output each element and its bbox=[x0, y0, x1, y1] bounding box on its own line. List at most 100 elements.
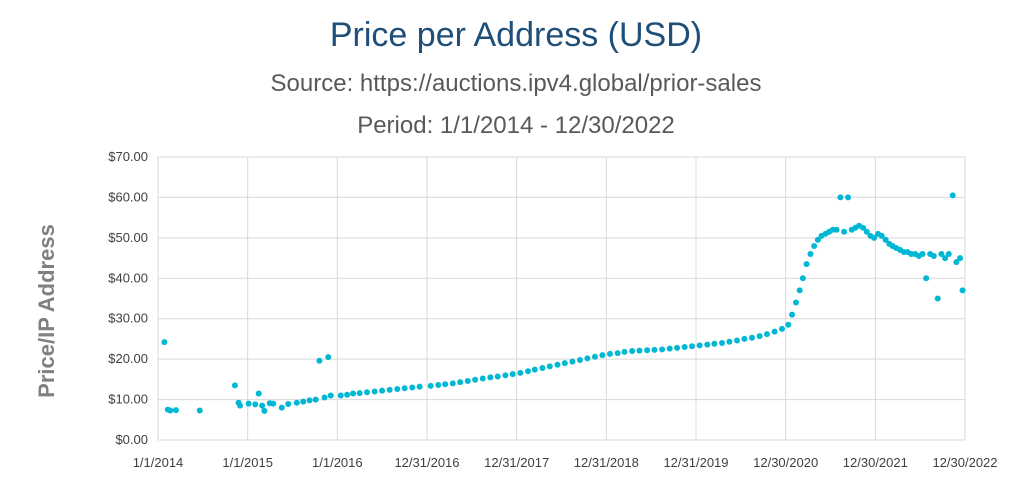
data-point bbox=[337, 392, 344, 399]
data-point bbox=[860, 224, 867, 231]
data-point bbox=[517, 369, 524, 376]
x-tick-label: 12/31/2018 bbox=[574, 455, 639, 470]
data-point bbox=[427, 382, 434, 389]
data-point bbox=[442, 381, 449, 388]
data-point bbox=[457, 379, 464, 386]
data-point bbox=[938, 251, 945, 258]
data-point bbox=[306, 397, 313, 404]
data-point bbox=[255, 390, 262, 397]
data-point bbox=[312, 396, 319, 403]
data-point bbox=[942, 255, 949, 262]
data-point bbox=[811, 242, 818, 249]
y-tick-label: $50.00 bbox=[108, 230, 148, 245]
y-axis-ticks: $0.00 $10.00 $20.00 $30.00 $40.00 $50.00 $60.0… bbox=[108, 149, 148, 447]
data-point bbox=[789, 311, 796, 318]
data-point bbox=[172, 407, 179, 414]
x-tick-label: 1/1/2015 bbox=[222, 455, 273, 470]
data-point bbox=[863, 228, 870, 235]
data-point bbox=[763, 331, 770, 338]
data-point bbox=[261, 407, 268, 414]
data-point bbox=[327, 392, 334, 399]
data-point bbox=[502, 372, 509, 379]
data-point bbox=[882, 236, 889, 243]
data-point bbox=[945, 251, 952, 258]
data-point bbox=[949, 192, 956, 199]
gridlines bbox=[157, 156, 966, 441]
data-point bbox=[930, 253, 937, 260]
data-point bbox=[689, 343, 696, 350]
data-point bbox=[814, 236, 821, 243]
y-tick-label: $20.00 bbox=[108, 351, 148, 366]
data-point bbox=[379, 387, 386, 394]
data-point bbox=[878, 232, 885, 239]
data-point bbox=[325, 354, 332, 361]
data-point bbox=[494, 373, 501, 380]
data-point bbox=[531, 366, 538, 373]
data-point bbox=[741, 335, 748, 342]
x-tick-label: 12/31/2019 bbox=[663, 455, 728, 470]
data-point bbox=[539, 365, 546, 372]
data-point bbox=[252, 401, 259, 408]
data-point bbox=[636, 347, 643, 354]
data-point bbox=[472, 376, 479, 383]
data-point bbox=[614, 350, 621, 357]
data-point bbox=[599, 352, 606, 359]
data-point bbox=[509, 371, 516, 378]
data-point bbox=[321, 394, 328, 401]
data-point bbox=[487, 374, 494, 381]
data-point bbox=[778, 325, 785, 332]
data-point bbox=[845, 194, 852, 201]
data-point bbox=[364, 389, 371, 396]
data-point bbox=[681, 344, 688, 351]
data-point bbox=[607, 350, 614, 357]
data-point bbox=[796, 287, 803, 294]
data-point bbox=[196, 407, 203, 414]
data-point bbox=[803, 261, 810, 268]
data-point bbox=[696, 342, 703, 349]
data-point bbox=[356, 390, 363, 397]
x-axis-ticks: 1/1/2014 1/1/2015 1/1/2016 12/31/2016 12/31/… bbox=[133, 455, 998, 470]
data-point bbox=[409, 384, 416, 391]
data-point bbox=[449, 380, 456, 387]
x-tick-label: 12/30/2020 bbox=[753, 455, 818, 470]
data-point bbox=[293, 399, 300, 406]
data-point bbox=[919, 251, 926, 258]
chart-subtitle-period: Period: 1/1/2014 - 12/30/2022 bbox=[357, 112, 675, 139]
data-point bbox=[350, 390, 357, 397]
data-point bbox=[644, 347, 651, 354]
data-point bbox=[734, 337, 741, 344]
data-point bbox=[270, 400, 277, 407]
data-point bbox=[479, 375, 486, 382]
data-point bbox=[749, 334, 756, 341]
data-point bbox=[674, 344, 681, 351]
x-tick-label: 1/1/2014 bbox=[133, 455, 184, 470]
data-point bbox=[245, 400, 252, 407]
data-point bbox=[237, 402, 244, 409]
chart-title: Price per Address (USD) bbox=[329, 16, 703, 54]
data-point bbox=[923, 275, 930, 282]
data-point bbox=[316, 357, 323, 364]
data-point bbox=[841, 228, 848, 235]
data-point bbox=[807, 251, 814, 258]
data-point bbox=[435, 382, 442, 389]
data-point bbox=[546, 363, 553, 370]
data-point bbox=[953, 259, 960, 266]
data-point bbox=[554, 361, 561, 368]
data-point bbox=[167, 407, 174, 414]
data-point bbox=[719, 339, 726, 346]
data-point bbox=[371, 388, 378, 395]
x-tick-label: 12/31/2017 bbox=[484, 455, 549, 470]
data-point bbox=[833, 226, 840, 233]
y-tick-label: $10.00 bbox=[108, 392, 148, 407]
data-point bbox=[871, 234, 878, 241]
data-point bbox=[666, 345, 673, 352]
data-point bbox=[524, 368, 531, 375]
data-point bbox=[344, 391, 351, 398]
plot-frame bbox=[157, 156, 966, 441]
x-tick-label: 12/31/2016 bbox=[394, 455, 459, 470]
data-point bbox=[957, 255, 964, 262]
x-tick-label: 12/30/2022 bbox=[932, 455, 997, 470]
y-tick-label: $70.00 bbox=[108, 149, 148, 164]
data-point bbox=[394, 386, 401, 393]
